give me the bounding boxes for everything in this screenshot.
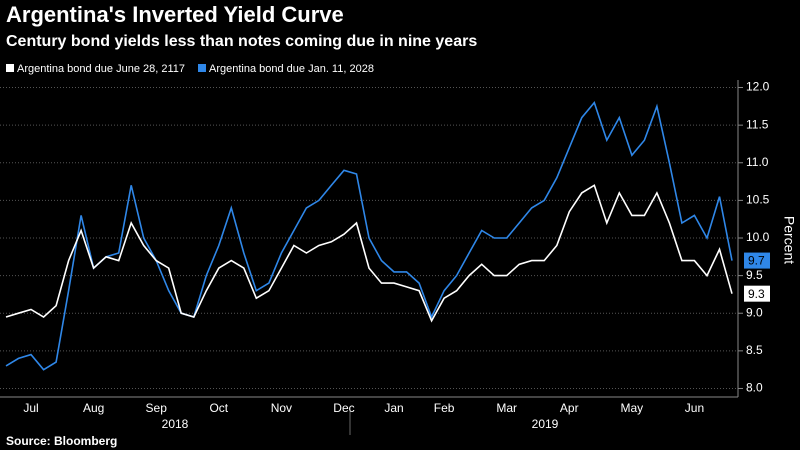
line-series [5, 184, 733, 323]
y-tick-label: 8.5 [746, 343, 763, 357]
y-tick-label: 12.0 [746, 80, 770, 94]
y-tick-label: 11.5 [746, 117, 769, 131]
end-label-box [744, 252, 770, 269]
y-axis-label: Percent [781, 216, 797, 264]
x-tick-label: May [621, 401, 644, 415]
chart-title: Argentina's Inverted Yield Curve [6, 2, 344, 27]
x-tick-label: Oct [209, 401, 228, 415]
legend-swatch [198, 64, 206, 72]
end-label: 9.7 [748, 254, 765, 268]
end-label-box [744, 285, 770, 302]
source: Source: Bloomberg [6, 434, 117, 448]
y-tick-label: 10.0 [746, 230, 770, 244]
x-tick-label: Mar [496, 401, 517, 415]
y-tick-label: 11.0 [746, 155, 769, 169]
chart-subtitle: Century bond yields less than notes comi… [6, 33, 477, 50]
x-tick-label: Nov [271, 401, 292, 415]
line-series [5, 100, 733, 371]
x-tick-label: Jun [685, 401, 704, 415]
x-tick-label: Jan [384, 401, 403, 415]
x-tick-label: Apr [560, 401, 579, 415]
x-tick-label: Feb [434, 401, 455, 415]
x-tick-label: Aug [83, 401, 104, 415]
year-label: 2019 [532, 417, 559, 431]
year-label: 2018 [162, 417, 189, 431]
legend-label: Argentina bond due Jan. 11, 2028 [209, 63, 374, 75]
legend-swatch [6, 64, 14, 72]
y-tick-label: 10.5 [746, 193, 770, 207]
y-tick-label: 9.0 [746, 305, 763, 319]
x-tick-label: Dec [333, 401, 354, 415]
x-tick-label: Sep [146, 401, 168, 415]
y-tick-label: 8.0 [746, 381, 763, 395]
y-tick-label: 9.5 [746, 268, 763, 282]
end-label: 9.3 [748, 287, 765, 301]
legend-label: Argentina bond due June 28, 2117 [17, 63, 185, 75]
x-tick-label: Jul [23, 401, 38, 415]
